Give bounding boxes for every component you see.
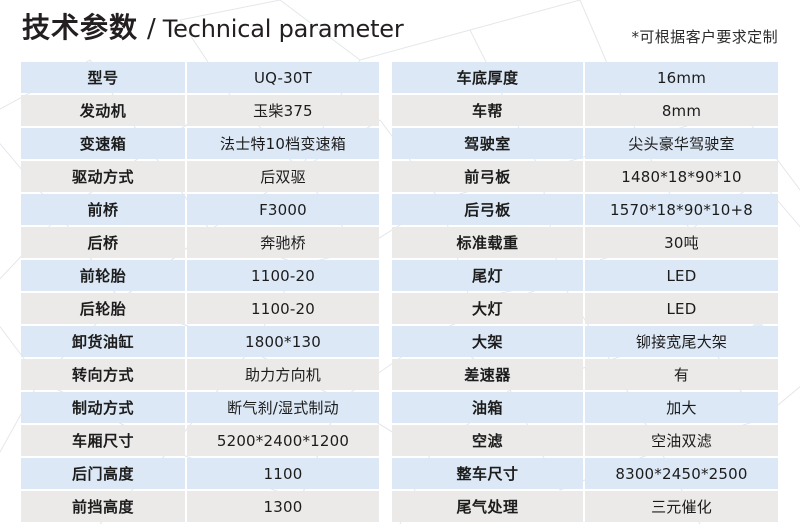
- page-title-en: Technical parameter: [162, 15, 404, 43]
- spec-value: 8mm: [585, 95, 778, 126]
- table-row: 前挡高度 1300: [21, 491, 379, 522]
- spec-value: 5200*2400*1200: [187, 425, 379, 456]
- table-row: 卸货油缸 1800*130: [21, 326, 379, 357]
- spec-value: 空油双滤: [585, 425, 778, 456]
- spec-label: 后弓板: [392, 194, 583, 225]
- table-row: 尾灯 LED: [392, 260, 778, 291]
- spec-value: 1100-20: [187, 260, 379, 291]
- table-row: 变速箱 法士特10档变速箱: [21, 128, 379, 159]
- spec-label: 空滤: [392, 425, 583, 456]
- spec-value: 1480*18*90*10: [585, 161, 778, 192]
- spec-label: 后轮胎: [21, 293, 185, 324]
- spec-value: LED: [585, 293, 778, 324]
- spec-value: 玉柴375: [187, 95, 379, 126]
- spec-label: 整车尺寸: [392, 458, 583, 489]
- spec-value: 后双驱: [187, 161, 379, 192]
- page-title: 技术参数 / Technical parameter: [22, 11, 404, 44]
- spec-value: 铆接宽尾大架: [585, 326, 778, 357]
- spec-value: 尖头豪华驾驶室: [585, 128, 778, 159]
- spec-label: 型号: [21, 62, 185, 93]
- table-row: 发动机 玉柴375: [21, 95, 379, 126]
- spec-value: LED: [585, 260, 778, 291]
- spec-value: 加大: [585, 392, 778, 423]
- spec-label: 后门高度: [21, 458, 185, 489]
- table-row: 油箱 加大: [392, 392, 778, 423]
- table-row: 标准载重 30吨: [392, 227, 778, 258]
- table-row: 后轮胎 1100-20: [21, 293, 379, 324]
- spec-value: 8300*2450*2500: [585, 458, 778, 489]
- spec-table-left: 型号 UQ-30T 发动机 玉柴375 变速箱 法士特10档变速箱 驱动方式 后双驱 前桥 F30…: [21, 62, 379, 522]
- spec-label: 前挡高度: [21, 491, 185, 522]
- spec-label: 车帮: [392, 95, 583, 126]
- spec-label: 驾驶室: [392, 128, 583, 159]
- page-title-cn: 技术参数: [22, 11, 139, 44]
- table-row: 转向方式 助力方向机: [21, 359, 379, 390]
- spec-value: 1100-20: [187, 293, 379, 324]
- table-row: 驱动方式 后双驱: [21, 161, 379, 192]
- spec-value: 1300: [187, 491, 379, 522]
- table-row: 空滤 空油双滤: [392, 425, 778, 456]
- spec-label: 卸货油缸: [21, 326, 185, 357]
- table-row: 车厢尺寸 5200*2400*1200: [21, 425, 379, 456]
- spec-value: 助力方向机: [187, 359, 379, 390]
- page-header: 技术参数 / Technical parameter *可根据客户要求定制: [0, 0, 800, 58]
- table-row: 后桥 奔驰桥: [21, 227, 379, 258]
- spec-value: 1800*130: [187, 326, 379, 357]
- table-row: 大灯 LED: [392, 293, 778, 324]
- table-row: 差速器有: [392, 359, 778, 390]
- spec-value: 30吨: [585, 227, 778, 258]
- spec-label: 大架: [392, 326, 583, 357]
- table-row: 前弓板 1480*18*90*10: [392, 161, 778, 192]
- spec-label: 大灯: [392, 293, 583, 324]
- spec-value: 断气刹/湿式制动: [187, 392, 379, 423]
- spec-label: 尾灯: [392, 260, 583, 291]
- table-row: 尾气处理 三元催化: [392, 491, 778, 522]
- table-row: 车底厚度 16mm: [392, 62, 778, 93]
- spec-label: 差速器: [392, 359, 583, 390]
- spec-label: 车厢尺寸: [21, 425, 185, 456]
- spec-value: F3000: [187, 194, 379, 225]
- spec-value: 有: [585, 359, 778, 390]
- table-row: 前桥 F3000: [21, 194, 379, 225]
- table-row: 后门高度 1100: [21, 458, 379, 489]
- spec-table-right: 车底厚度 16mm 车帮 8mm 驾驶室 尖头豪华驾驶室 前弓板 1480*18*90*10 后…: [392, 62, 778, 522]
- spec-label: 制动方式: [21, 392, 185, 423]
- spec-value: 三元催化: [585, 491, 778, 522]
- spec-label: 油箱: [392, 392, 583, 423]
- spec-value: 奔驰桥: [187, 227, 379, 258]
- table-row: 大架 铆接宽尾大架: [392, 326, 778, 357]
- spec-label: 前轮胎: [21, 260, 185, 291]
- spec-label: 转向方式: [21, 359, 185, 390]
- table-row: 型号 UQ-30T: [21, 62, 379, 93]
- spec-label: 发动机: [21, 95, 185, 126]
- spec-value: 1570*18*90*10+8: [585, 194, 778, 225]
- spec-value: 法士特10档变速箱: [187, 128, 379, 159]
- table-row: 前轮胎 1100-20: [21, 260, 379, 291]
- customization-note: *可根据客户要求定制: [631, 28, 778, 46]
- spec-label: 前弓板: [392, 161, 583, 192]
- spec-label: 标准载重: [392, 227, 583, 258]
- title-separator: /: [147, 14, 156, 44]
- spec-label: 尾气处理: [392, 491, 583, 522]
- table-row: 驾驶室 尖头豪华驾驶室: [392, 128, 778, 159]
- table-row: 制动方式 断气刹/湿式制动: [21, 392, 379, 423]
- spec-value: 16mm: [585, 62, 778, 93]
- spec-value: UQ-30T: [187, 62, 379, 93]
- spec-value: 1100: [187, 458, 379, 489]
- spec-label: 前桥: [21, 194, 185, 225]
- spec-label: 后桥: [21, 227, 185, 258]
- spec-label: 驱动方式: [21, 161, 185, 192]
- table-row: 后弓板 1570*18*90*10+8: [392, 194, 778, 225]
- spec-label: 变速箱: [21, 128, 185, 159]
- spec-label: 车底厚度: [392, 62, 583, 93]
- table-row: 整车尺寸 8300*2450*2500: [392, 458, 778, 489]
- table-row: 车帮 8mm: [392, 95, 778, 126]
